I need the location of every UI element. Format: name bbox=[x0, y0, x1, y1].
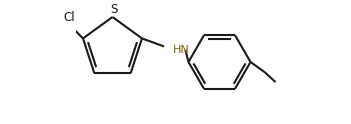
Text: Cl: Cl bbox=[64, 12, 75, 25]
Text: S: S bbox=[111, 3, 118, 16]
Text: HN: HN bbox=[173, 45, 190, 55]
